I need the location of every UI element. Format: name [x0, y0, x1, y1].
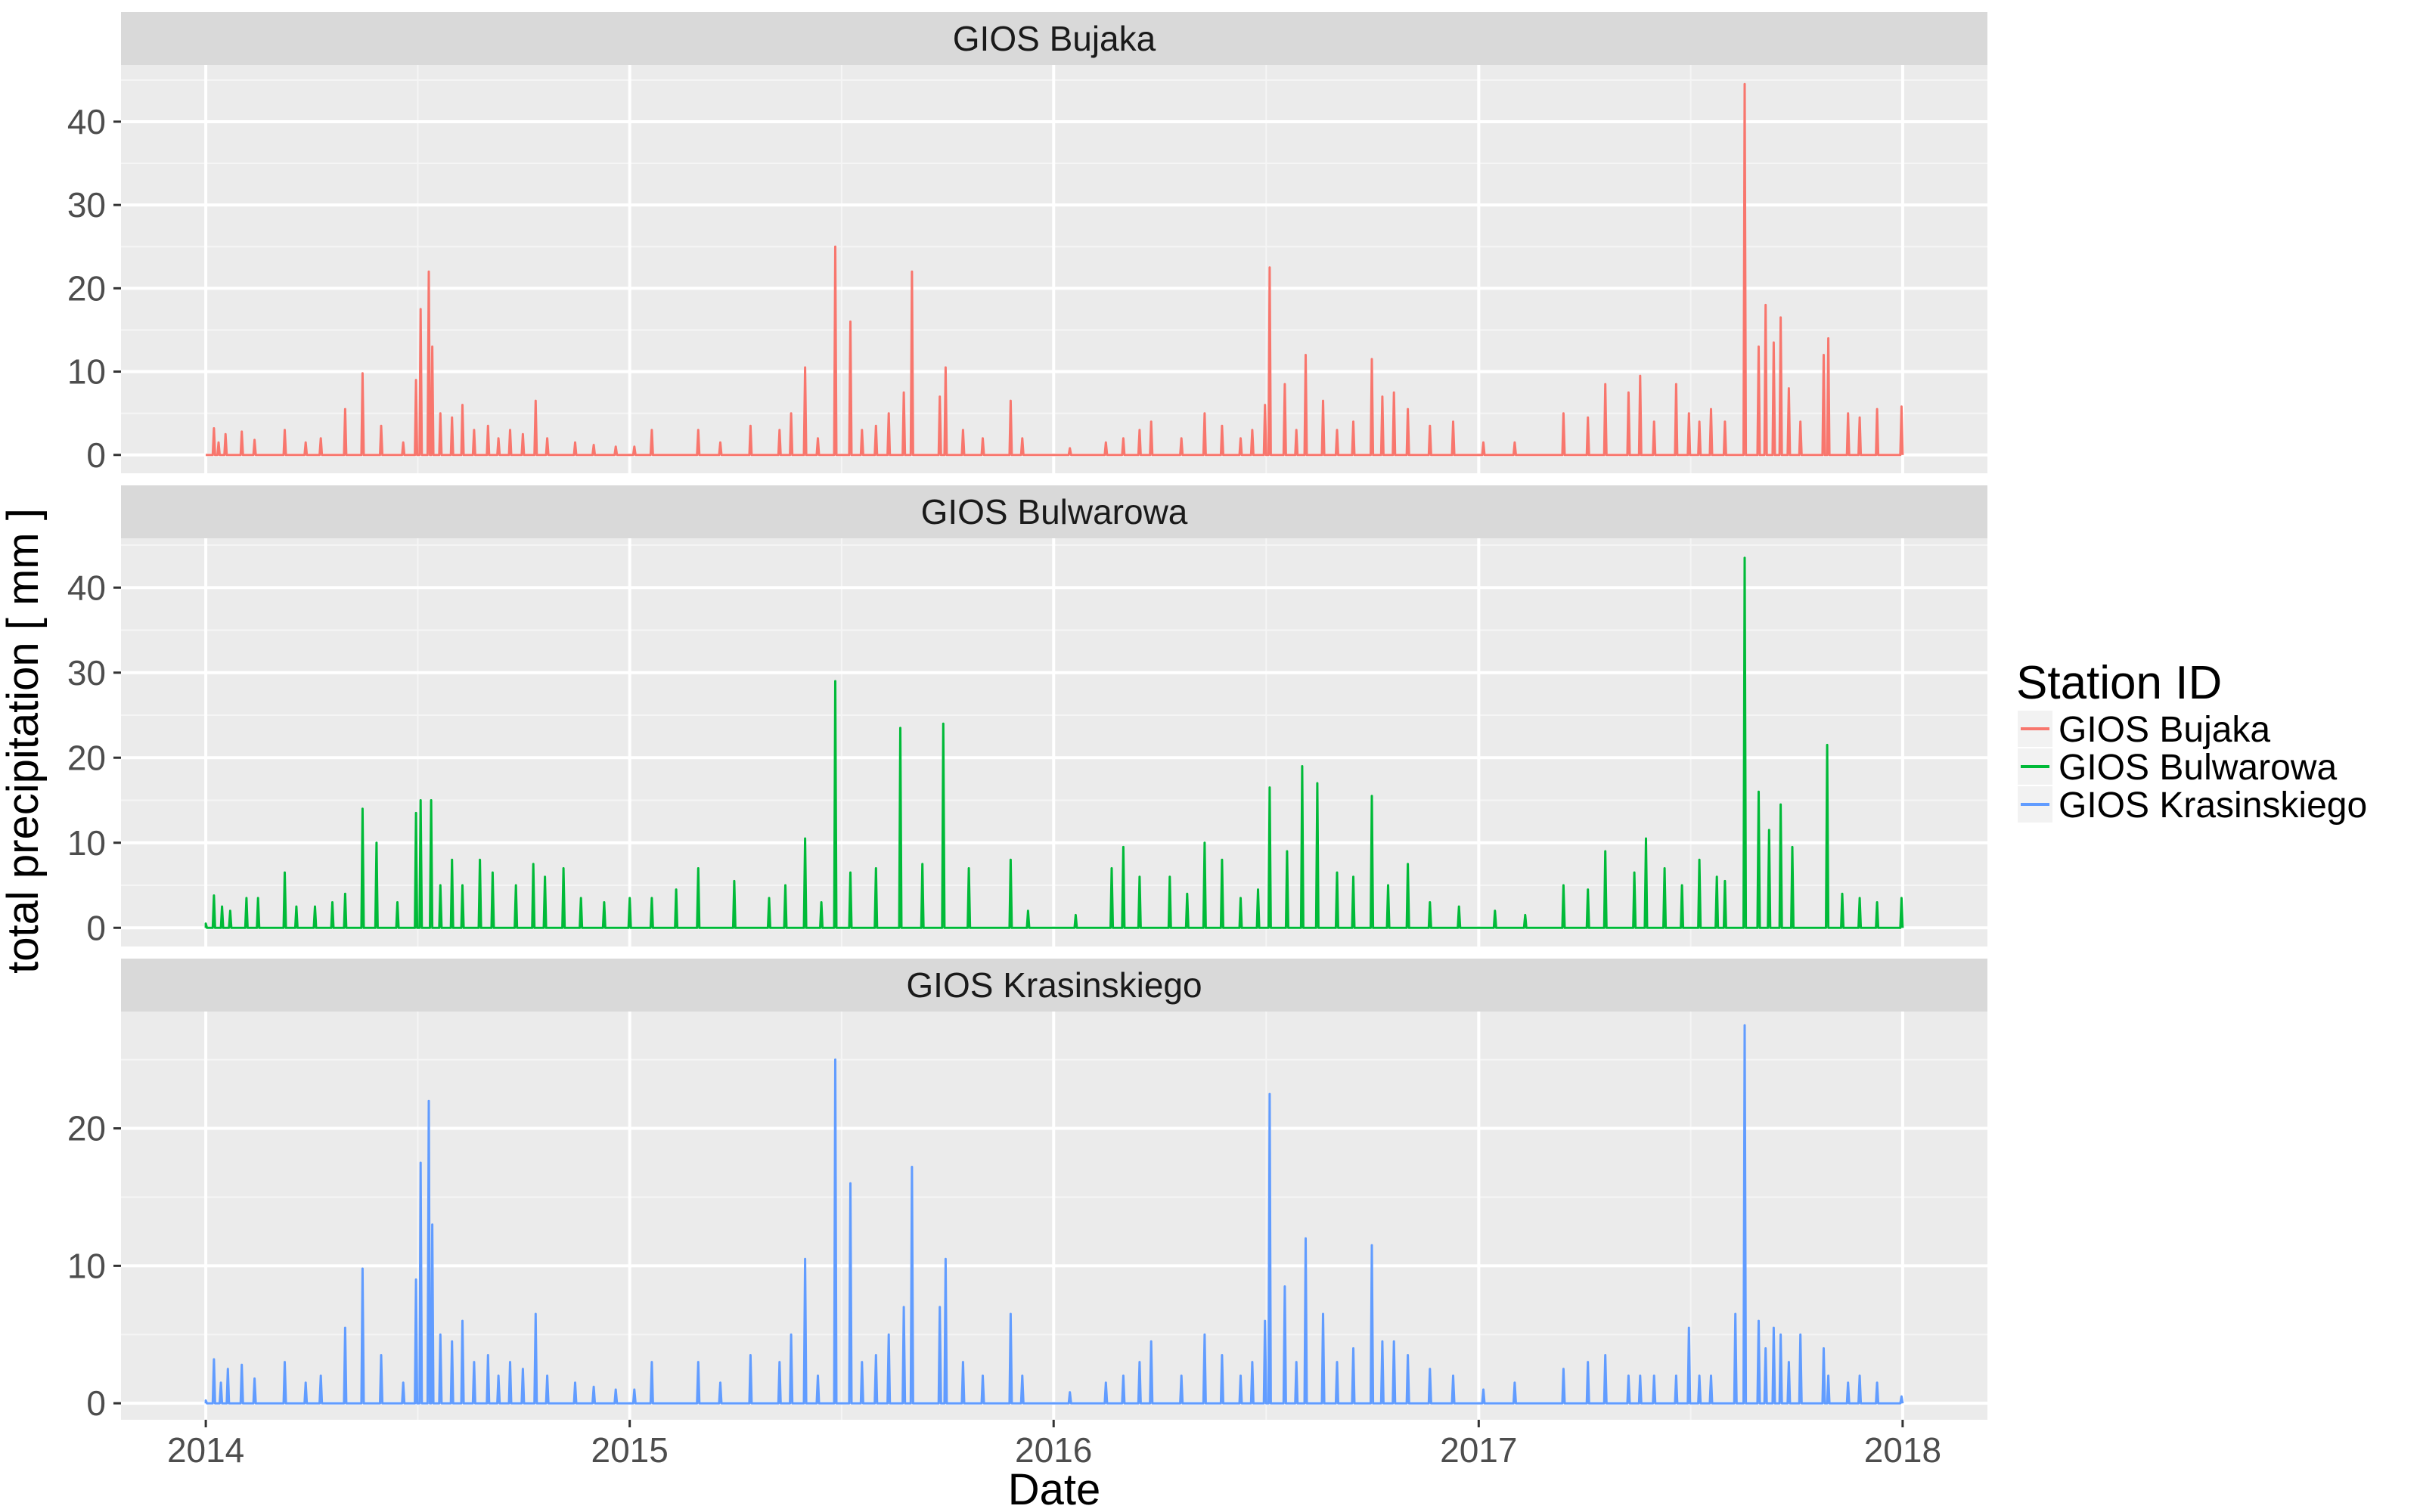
- x-tick-label: 2018: [1864, 1430, 1941, 1470]
- panel-gios-bulwarowa: GIOS Bulwarowa 0 10 20 30 40: [67, 485, 1987, 947]
- series-line: [204, 556, 1904, 929]
- facet-strip: [121, 959, 1987, 1012]
- y-tick-label: 0: [86, 1383, 106, 1423]
- y-tick-label: 40: [67, 568, 106, 607]
- x-tick-label: 2015: [591, 1430, 669, 1470]
- y-tick-label: 30: [67, 185, 106, 225]
- y-tick-label: 0: [86, 908, 106, 947]
- legend-label: GIOS Bujaka: [2059, 710, 2270, 750]
- gridlines: [121, 65, 1987, 473]
- y-tick-label: 40: [67, 102, 106, 141]
- legend-label: GIOS Krasinskiego: [2059, 785, 2367, 826]
- legend-title: Station ID: [2016, 657, 2222, 709]
- y-axis-title: total precipitation [ mm ]: [0, 508, 48, 974]
- facet-strip-label: GIOS Bujaka: [953, 19, 1156, 58]
- x-tick-label: 2014: [167, 1430, 244, 1470]
- y-tick-label: 20: [67, 268, 106, 308]
- y-tick-label: 20: [67, 738, 106, 777]
- legend-entry: GIOS Bulwarowa: [2018, 748, 2337, 788]
- y-tick-label: 30: [67, 653, 106, 692]
- panel-gios-bujaka: GIOS Bujaka 0 10 20 30 40: [67, 12, 1987, 475]
- series-line: [204, 1024, 1904, 1405]
- facet-strip: [121, 12, 1987, 65]
- y-tick-label: 0: [86, 435, 106, 475]
- facet-strip-label: GIOS Bulwarowa: [921, 492, 1188, 531]
- panel-gios-krasinskiego: GIOS Krasinskiego 0 10 20: [67, 959, 1987, 1423]
- x-axis: 2014 2015 2016 2017 2018: [167, 1420, 1941, 1470]
- x-tick-label: 2017: [1440, 1430, 1517, 1470]
- x-tick-label: 2016: [1015, 1430, 1092, 1470]
- facet-strip-label: GIOS Krasinskiego: [906, 965, 1202, 1005]
- facet-strip: [121, 485, 1987, 538]
- legend-entry: GIOS Krasinskiego: [2018, 785, 2367, 826]
- x-axis-title: Date: [1008, 1465, 1101, 1512]
- legend-entry: GIOS Bujaka: [2018, 710, 2270, 750]
- y-tick-label: 10: [67, 352, 106, 392]
- legend-label: GIOS Bulwarowa: [2059, 748, 2337, 788]
- y-tick-label: 20: [67, 1109, 106, 1148]
- y-tick-label: 10: [67, 1246, 106, 1285]
- series-line: [206, 82, 1904, 457]
- panels: GIOS Bujaka 0 10 20 30 40 GIOS Bulwarowa 0 10 20 3…: [67, 12, 1987, 1423]
- y-tick-label: 10: [67, 823, 106, 863]
